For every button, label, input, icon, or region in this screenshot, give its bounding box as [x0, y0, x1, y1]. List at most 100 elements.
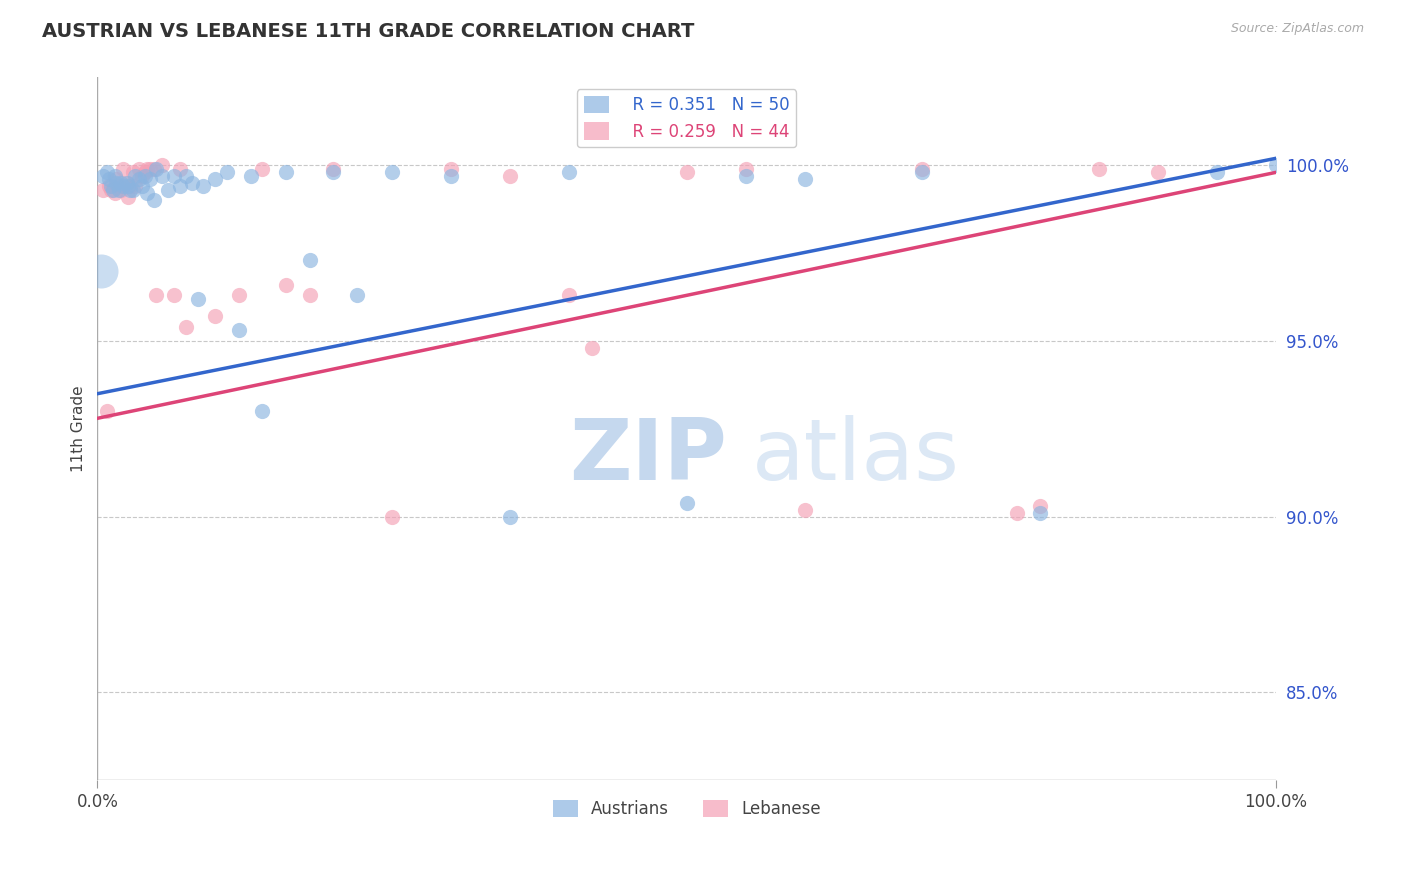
- Point: [793, 172, 815, 186]
- Point: [90, 264, 112, 278]
- Point: [139, 161, 162, 176]
- Text: ZIP: ZIP: [569, 416, 727, 499]
- Point: [228, 323, 250, 337]
- Point: [440, 161, 463, 176]
- Point: [139, 172, 162, 186]
- Point: [1029, 506, 1052, 520]
- Point: [107, 179, 129, 194]
- Point: [115, 176, 138, 190]
- Point: [163, 288, 186, 302]
- Point: [204, 172, 226, 186]
- Point: [124, 169, 146, 183]
- Point: [131, 169, 153, 183]
- Point: [134, 169, 156, 183]
- Point: [911, 165, 934, 179]
- Point: [215, 165, 238, 179]
- Point: [675, 165, 697, 179]
- Point: [121, 183, 143, 197]
- Point: [187, 292, 209, 306]
- Point: [100, 179, 122, 194]
- Point: [381, 509, 404, 524]
- Text: atlas: atlas: [752, 416, 959, 499]
- Point: [734, 169, 756, 183]
- Point: [911, 161, 934, 176]
- Point: [131, 179, 153, 194]
- Text: AUSTRIAN VS LEBANESE 11TH GRADE CORRELATION CHART: AUSTRIAN VS LEBANESE 11TH GRADE CORRELAT…: [42, 22, 695, 41]
- Point: [558, 288, 581, 302]
- Point: [793, 502, 815, 516]
- Point: [110, 176, 132, 190]
- Point: [1265, 158, 1288, 172]
- Point: [499, 169, 522, 183]
- Point: [96, 404, 118, 418]
- Point: [112, 161, 135, 176]
- Point: [104, 186, 127, 201]
- Point: [174, 320, 197, 334]
- Point: [134, 165, 156, 179]
- Point: [105, 172, 128, 186]
- Legend: Austrians, Lebanese: Austrians, Lebanese: [547, 793, 827, 825]
- Point: [274, 165, 297, 179]
- Point: [1206, 165, 1229, 179]
- Point: [180, 176, 202, 190]
- Point: [135, 161, 157, 176]
- Point: [135, 186, 157, 201]
- Point: [117, 179, 139, 194]
- Point: [169, 179, 191, 194]
- Point: [252, 404, 274, 418]
- Point: [128, 161, 150, 176]
- Point: [101, 183, 124, 197]
- Point: [105, 176, 128, 190]
- Point: [1088, 161, 1111, 176]
- Point: [204, 310, 226, 324]
- Point: [107, 183, 129, 197]
- Point: [239, 169, 262, 183]
- Point: [163, 169, 186, 183]
- Point: [145, 161, 167, 176]
- Point: [581, 341, 603, 355]
- Text: Source: ZipAtlas.com: Source: ZipAtlas.com: [1230, 22, 1364, 36]
- Point: [96, 165, 118, 179]
- Point: [124, 179, 146, 194]
- Point: [440, 169, 463, 183]
- Point: [174, 169, 197, 183]
- Point: [1147, 165, 1170, 179]
- Point: [115, 176, 138, 190]
- Point: [145, 288, 167, 302]
- Point: [252, 161, 274, 176]
- Point: [120, 179, 142, 194]
- Point: [734, 161, 756, 176]
- Point: [150, 158, 173, 172]
- Point: [91, 183, 114, 197]
- Point: [1005, 506, 1028, 520]
- Point: [142, 161, 165, 176]
- Point: [98, 179, 121, 194]
- Point: [298, 288, 321, 302]
- Point: [121, 165, 143, 179]
- Point: [150, 169, 173, 183]
- Point: [1029, 499, 1052, 513]
- Point: [346, 288, 368, 302]
- Point: [112, 179, 135, 194]
- Point: [322, 165, 344, 179]
- Point: [104, 169, 127, 183]
- Y-axis label: 11th Grade: 11th Grade: [72, 385, 86, 472]
- Point: [193, 179, 215, 194]
- Point: [120, 183, 142, 197]
- Point: [91, 169, 114, 183]
- Point: [322, 161, 344, 176]
- Point: [142, 194, 165, 208]
- Point: [381, 165, 404, 179]
- Point: [100, 183, 122, 197]
- Point: [128, 172, 150, 186]
- Point: [169, 161, 191, 176]
- Point: [117, 190, 139, 204]
- Point: [274, 277, 297, 292]
- Point: [499, 509, 522, 524]
- Point: [98, 172, 121, 186]
- Point: [675, 496, 697, 510]
- Point: [157, 183, 180, 197]
- Point: [228, 288, 250, 302]
- Point: [558, 165, 581, 179]
- Point: [298, 253, 321, 268]
